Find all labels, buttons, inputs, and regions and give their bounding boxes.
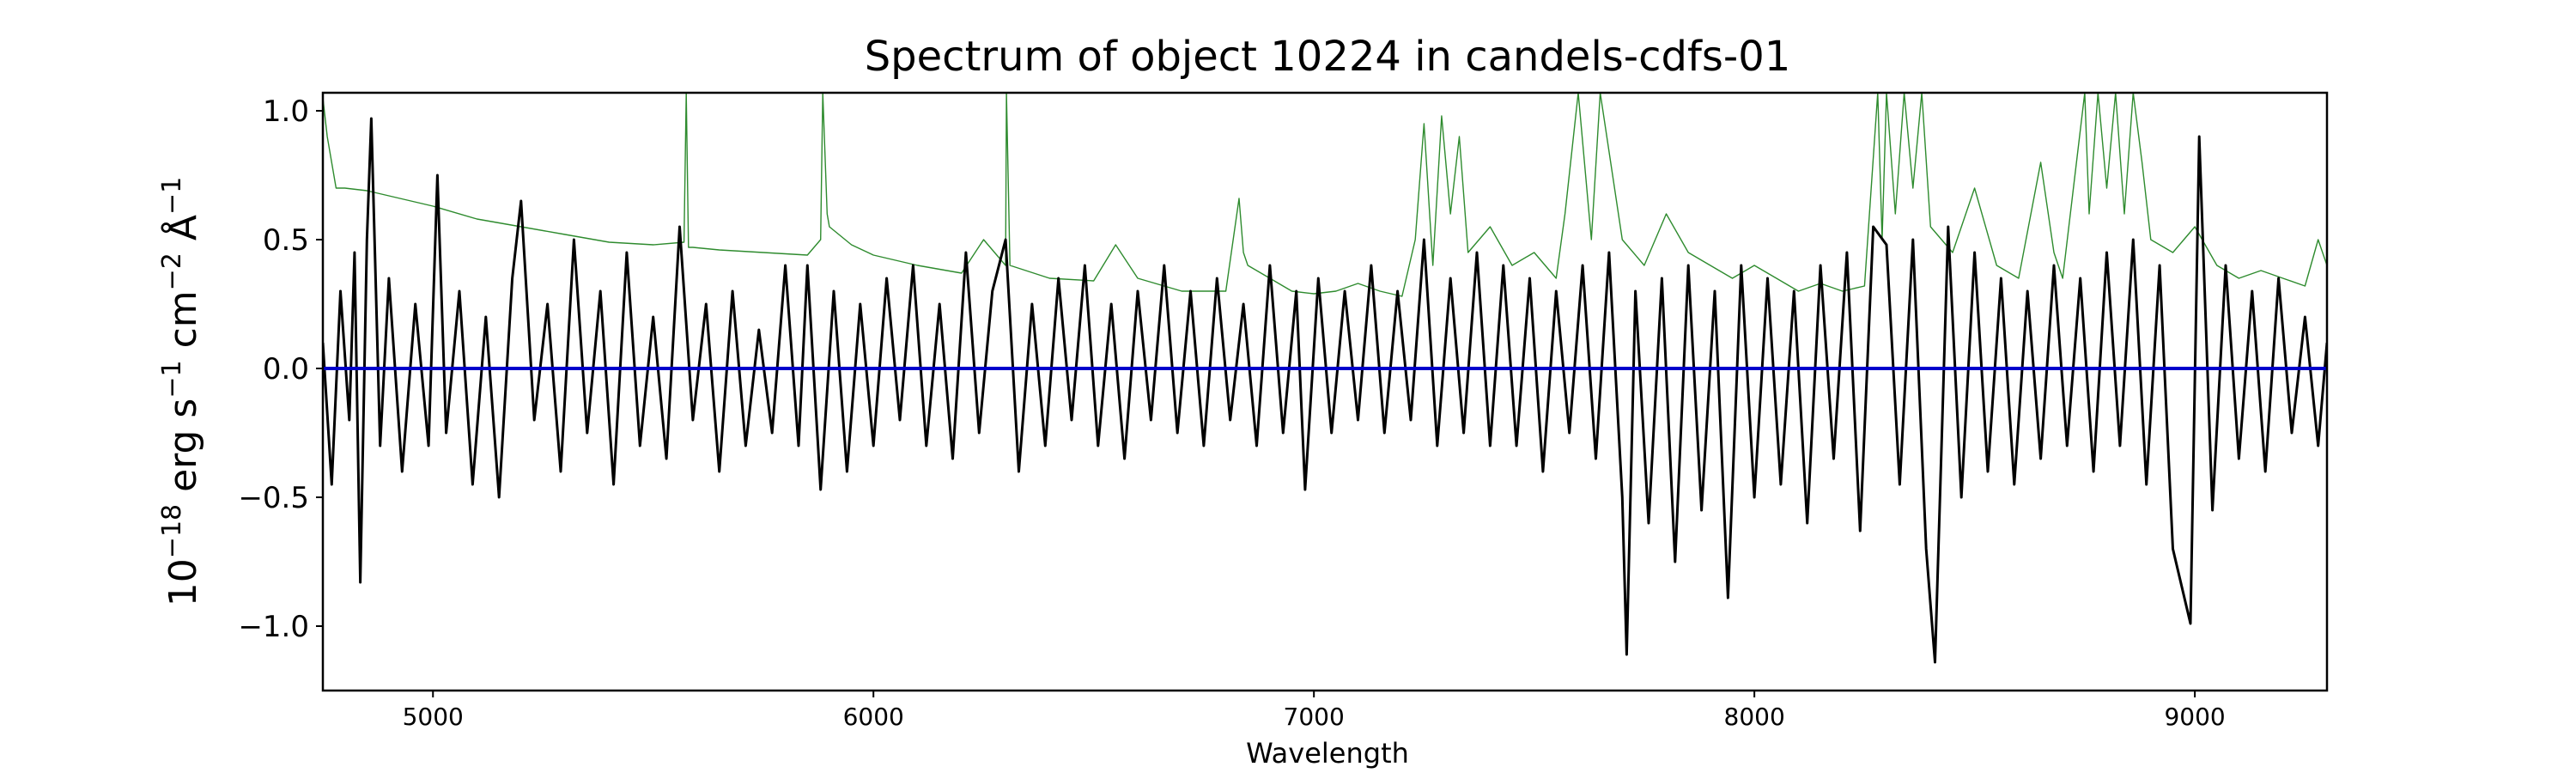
x-tick-label: 7000 [1284, 703, 1345, 731]
x-tick-label: 6000 [843, 703, 904, 731]
error-series-line [323, 93, 2327, 297]
chart-title: Spectrum of object 10224 in candels-cdfs… [865, 33, 1791, 81]
x-tick-label: 9000 [2164, 703, 2225, 731]
axes-frame [321, 91, 2329, 692]
y-axis-label: 10−18 erg s−1 cm−2 Å−1 [157, 177, 205, 606]
x-tick-label: 8000 [1724, 703, 1785, 731]
x-axis-ticks: 5000 6000 7000 8000 9000 [403, 691, 2226, 731]
y-tick-label: 1.0 [263, 94, 309, 129]
plot-area [321, 91, 2329, 692]
y-axis-ticks: −1.0 −0.5 0.0 0.5 1.0 [238, 94, 323, 644]
y-tick-label: −0.5 [238, 481, 309, 515]
y-tick-label: 0.0 [263, 352, 309, 386]
y-tick-label: 0.5 [263, 223, 309, 258]
x-tick-label: 5000 [403, 703, 464, 731]
series-layer [323, 93, 2327, 664]
y-tick-label: −1.0 [238, 610, 309, 644]
x-axis-label: Wavelength [1246, 737, 1409, 770]
flux-series-line [323, 117, 2327, 664]
